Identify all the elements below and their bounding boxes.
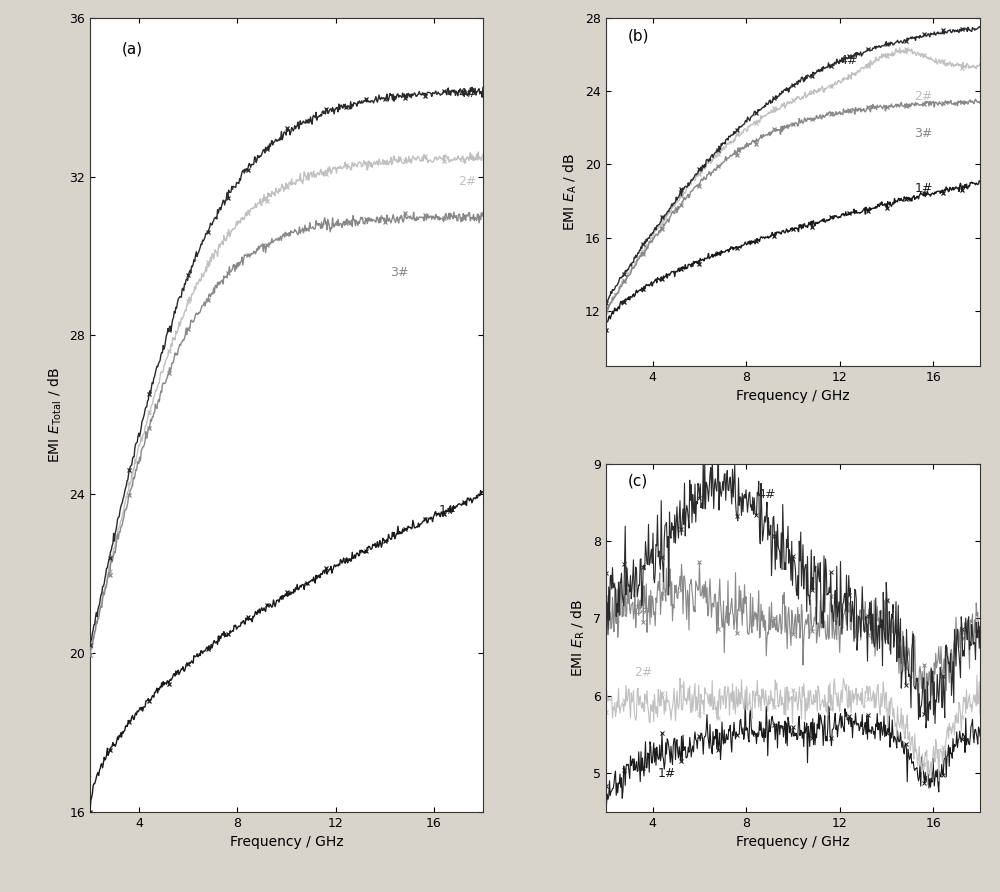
Text: (a): (a) <box>121 42 143 57</box>
X-axis label: Frequency / GHz: Frequency / GHz <box>736 390 850 403</box>
Text: 3#: 3# <box>915 127 933 140</box>
Y-axis label: EMI $E_{\mathrm{R}}$ / dB: EMI $E_{\mathrm{R}}$ / dB <box>570 599 587 677</box>
Text: 3#: 3# <box>634 605 652 617</box>
Text: 1#: 1# <box>915 182 933 195</box>
Text: (c): (c) <box>628 474 648 489</box>
Text: 3#: 3# <box>390 266 408 279</box>
X-axis label: Frequency / GHz: Frequency / GHz <box>736 835 850 849</box>
Text: 4#: 4# <box>840 54 858 67</box>
Text: 2#: 2# <box>458 175 477 187</box>
Y-axis label: EMI $E_{\mathrm{A}}$ / dB: EMI $E_{\mathrm{A}}$ / dB <box>562 153 579 231</box>
Text: 1#: 1# <box>657 767 676 780</box>
Text: 4#: 4# <box>758 488 776 501</box>
Text: 2#: 2# <box>915 90 933 103</box>
Text: 4#: 4# <box>458 87 477 100</box>
Text: (b): (b) <box>628 29 650 44</box>
Text: 1#: 1# <box>439 504 457 517</box>
Text: 2#: 2# <box>634 666 652 680</box>
Y-axis label: EMI $E_{\mathrm{Total}}$ / dB: EMI $E_{\mathrm{Total}}$ / dB <box>46 367 64 463</box>
X-axis label: Frequency / GHz: Frequency / GHz <box>230 835 343 849</box>
